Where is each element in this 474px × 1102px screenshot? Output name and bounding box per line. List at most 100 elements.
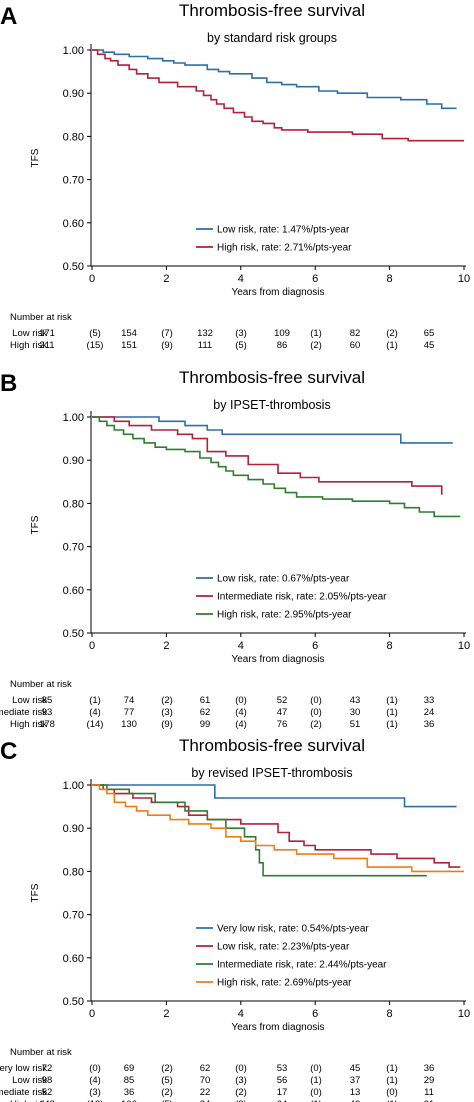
y-tick-label: 0.50: [63, 628, 84, 640]
risk-row-label: Low risk: [12, 328, 47, 339]
at-risk-count: 69: [124, 1063, 135, 1074]
event-count: (3): [235, 1075, 247, 1086]
event-count: (0): [89, 1063, 101, 1074]
at-risk-count: 24: [424, 707, 435, 718]
y-tick-label: 1.00: [63, 780, 84, 792]
risk-row-label: Intermediate risk: [0, 707, 47, 718]
risk-row-label: Low risk: [12, 1075, 47, 1086]
x-tick-label: 10: [458, 1008, 470, 1020]
event-count: (2): [310, 719, 322, 730]
at-risk-count: 37: [350, 1075, 361, 1086]
risk-row-label: Very low risk: [0, 1063, 47, 1074]
event-count: (1): [386, 340, 398, 351]
at-risk-count: 148: [39, 1099, 55, 1102]
event-count: (1): [386, 719, 398, 730]
x-tick-label: 10: [458, 640, 470, 652]
y-tick-label: 0.70: [63, 910, 84, 922]
risk-row-label: Low risk: [12, 695, 47, 706]
x-axis-label: Years from diagnosis: [231, 654, 324, 665]
x-tick-label: 2: [163, 640, 169, 652]
event-count: (5): [161, 1075, 173, 1086]
event-count: (2): [161, 1063, 173, 1074]
x-tick-label: 4: [238, 1008, 244, 1020]
at-risk-count: 43: [350, 695, 361, 706]
km-panel-b: B Thrombosis-free survival by IPSET-thromb…: [0, 367, 474, 734]
event-count: (1): [310, 1099, 322, 1102]
legend-label: High risk, rate: 2.71%/pts-year: [217, 243, 352, 254]
x-tick-label: 4: [238, 640, 244, 652]
at-risk-count: 86: [277, 340, 288, 351]
at-risk-count: 85: [42, 695, 53, 706]
event-count: (0): [235, 1063, 247, 1074]
y-tick-label: 0.60: [63, 953, 84, 965]
y-tick-label: 0.50: [63, 261, 84, 273]
at-risk-count: 70: [200, 1075, 211, 1086]
at-risk-count: 36: [424, 1063, 435, 1074]
at-risk-count: 132: [197, 328, 213, 339]
at-risk-count: 13: [350, 1087, 361, 1098]
at-risk-count: 31: [424, 1099, 435, 1102]
at-risk-count: 62: [200, 1063, 211, 1074]
y-tick-label: 0.50: [63, 996, 84, 1008]
x-tick-label: 0: [89, 1008, 95, 1020]
chart-title: Thrombosis-free survival: [179, 1, 365, 20]
event-count: (5): [161, 1099, 173, 1102]
km-chart-b: B Thrombosis-free survival by IPSET-thromb…: [0, 368, 470, 730]
y-axis-label: TFS: [30, 883, 41, 902]
y-tick-label: 0.60: [63, 218, 84, 230]
at-risk-count: 84: [200, 1099, 211, 1102]
risk-row-label: High risk: [10, 719, 47, 730]
x-tick-label: 8: [387, 273, 393, 285]
at-risk-count: 171: [39, 328, 55, 339]
survival-curve-2: [92, 784, 461, 868]
event-count: (1): [386, 1075, 398, 1086]
event-count: (0): [235, 695, 247, 706]
survival-curve-1: [92, 784, 457, 808]
risk-row-label: Intermediate risk: [0, 1087, 47, 1098]
survival-curve-4: [92, 784, 464, 873]
y-axis-label: TFS: [30, 148, 41, 167]
at-risk-count: 211: [39, 340, 54, 351]
km-chart-c: C Thrombosis-free survival by revised IPSE…: [0, 736, 470, 1102]
risk-table-header: Number at risk: [10, 1047, 72, 1058]
at-risk-count: 56: [277, 1075, 288, 1086]
at-risk-count: 98: [42, 1075, 53, 1086]
event-count: (9): [161, 340, 173, 351]
y-tick-label: 0.80: [63, 131, 84, 143]
at-risk-count: 36: [424, 719, 435, 730]
x-axis-label: Years from diagnosis: [231, 287, 324, 298]
x-tick-label: 0: [89, 640, 95, 652]
at-risk-count: 72: [42, 1063, 53, 1074]
at-risk-count: 77: [124, 707, 135, 718]
km-panel-a: A Thrombosis-free survival by standard ris…: [0, 0, 474, 367]
x-tick-label: 6: [312, 640, 318, 652]
event-count: (3): [89, 1087, 101, 1098]
km-panel-c: C Thrombosis-free survival by revised IPSE…: [0, 735, 474, 1102]
at-risk-count: 82: [350, 328, 361, 339]
km-chart-a: A Thrombosis-free survival by standard ris…: [0, 1, 470, 351]
at-risk-count: 11: [424, 1087, 434, 1098]
survival-curve-3: [92, 416, 461, 518]
x-tick-label: 8: [387, 640, 393, 652]
event-count: (1): [310, 1075, 322, 1086]
event-count: (2): [310, 340, 322, 351]
event-count: (4): [235, 719, 247, 730]
at-risk-count: 22: [200, 1087, 211, 1098]
survival-curve-1: [92, 49, 457, 110]
x-tick-label: 8: [387, 1008, 393, 1020]
panel-letter: B: [0, 370, 17, 397]
panel-letter: C: [0, 738, 17, 765]
at-risk-count: 64: [277, 1099, 288, 1102]
at-risk-count: 17: [277, 1087, 288, 1098]
event-count: (1): [89, 695, 101, 706]
event-count: (9): [161, 719, 173, 730]
event-count: (1): [386, 1063, 398, 1074]
y-tick-label: 0.90: [63, 455, 84, 467]
at-risk-count: 61: [200, 695, 211, 706]
at-risk-count: 85: [124, 1075, 135, 1086]
chart-title: Thrombosis-free survival: [179, 368, 365, 387]
event-count: (0): [310, 1087, 322, 1098]
x-tick-label: 6: [312, 273, 318, 285]
event-count: (4): [89, 1075, 101, 1086]
event-count: (14): [87, 719, 104, 730]
